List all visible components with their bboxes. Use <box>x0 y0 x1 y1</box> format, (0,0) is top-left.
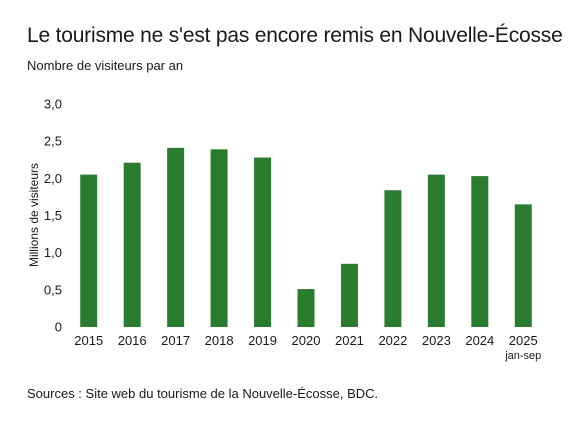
y-tick-label: 1,0 <box>44 245 62 260</box>
y-axis-label: Millions de visiteurs <box>27 163 41 267</box>
bar <box>427 174 445 327</box>
x-tick-label: 2018 <box>205 333 234 348</box>
bar <box>297 289 315 327</box>
x-tick-label: 2022 <box>378 333 407 348</box>
bar <box>471 176 489 327</box>
bar <box>384 190 402 327</box>
y-tick-label: 2,0 <box>44 171 62 186</box>
x-tick-label: 2023 <box>422 333 451 348</box>
x-axis: 2015 2016 2017 2018 2019 2020 2021 2022 2023 2024… <box>74 333 541 362</box>
y-tick-label: 1,5 <box>44 208 62 223</box>
x-tick-label: 2016 <box>118 333 147 348</box>
x-tick-label: 2017 <box>161 333 190 348</box>
chart-title: Le tourisme ne s'est pas encore remis en… <box>27 24 563 47</box>
x-tick-label: 2021 <box>335 333 364 348</box>
bar <box>123 162 141 327</box>
x-tick-label: 2024 <box>465 333 494 348</box>
bars <box>80 147 532 327</box>
x-tick-label: 2020 <box>292 333 321 348</box>
chart-subtitle: Nombre de visiteurs par an <box>27 58 184 73</box>
bar <box>167 147 185 327</box>
bar <box>80 174 98 327</box>
bar <box>254 157 272 327</box>
bar <box>340 263 358 327</box>
x-tick-label: 2025 <box>509 333 538 348</box>
x-tick-label: 2019 <box>248 333 277 348</box>
source-note: Sources : Site web du tourisme de la Nou… <box>27 386 379 401</box>
bar <box>210 149 228 327</box>
y-tick-label: 3,0 <box>44 97 62 112</box>
bar <box>514 204 532 327</box>
y-tick-label: 2,5 <box>44 134 62 149</box>
y-axis: 0 0,5 1,0 1,5 2,0 2,5 3,0 <box>44 97 62 335</box>
y-tick-label: 0 <box>55 320 62 335</box>
y-tick-label: 0,5 <box>44 282 62 297</box>
x-tick-label: 2015 <box>74 333 103 348</box>
x-tick-note: jan-sep <box>504 350 541 362</box>
